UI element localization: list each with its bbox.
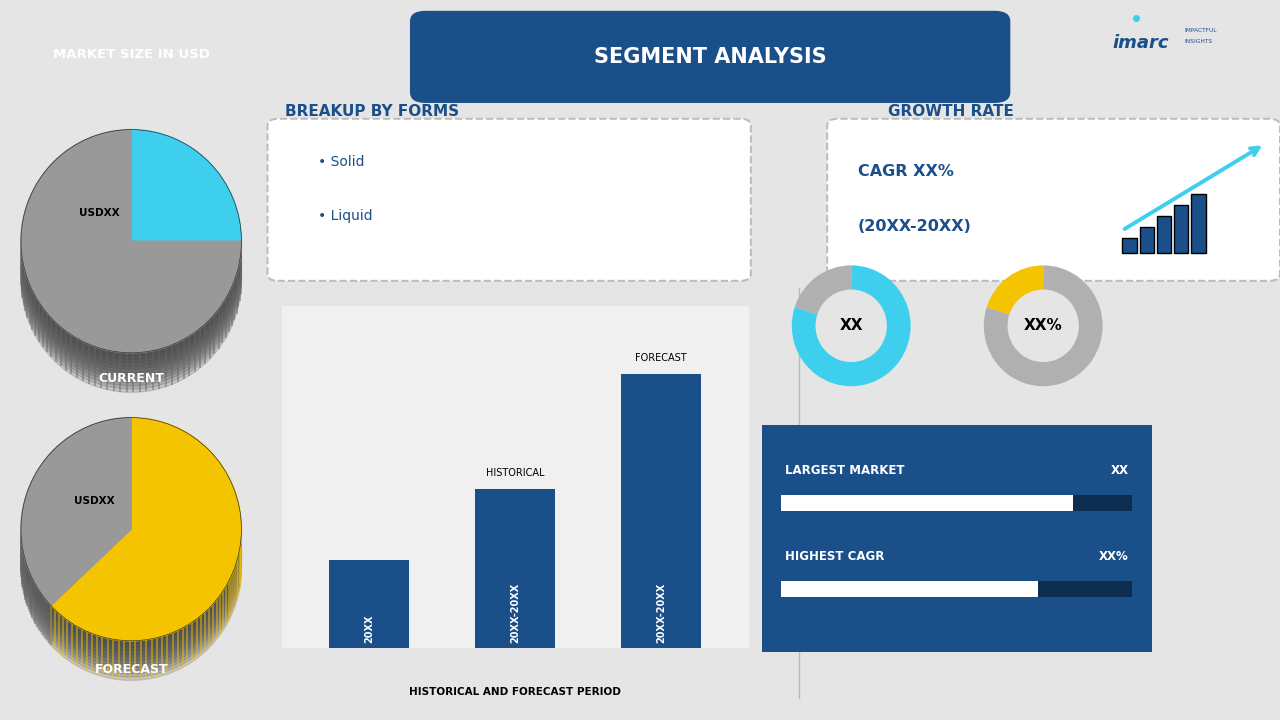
Ellipse shape: [20, 424, 242, 647]
Text: SEGMENT ANALYSIS: SEGMENT ANALYSIS: [594, 47, 827, 67]
Ellipse shape: [20, 140, 242, 363]
Polygon shape: [131, 130, 242, 241]
Text: FORECAST: FORECAST: [635, 354, 687, 364]
Ellipse shape: [20, 159, 242, 382]
Text: CURRENT: CURRENT: [99, 372, 164, 384]
Text: HISTORICAL: HISTORICAL: [486, 469, 544, 478]
Ellipse shape: [20, 169, 242, 392]
Text: USDXX: USDXX: [79, 208, 120, 218]
FancyBboxPatch shape: [268, 119, 751, 281]
Ellipse shape: [20, 431, 242, 654]
Ellipse shape: [20, 451, 242, 674]
Text: LARGEST MARKET: LARGEST MARKET: [785, 464, 905, 477]
Ellipse shape: [20, 133, 242, 356]
Ellipse shape: [20, 444, 242, 667]
Text: INSIGHTS: INSIGHTS: [1184, 40, 1212, 44]
Ellipse shape: [20, 163, 242, 386]
Text: HISTORICAL AND FORECAST PERIOD: HISTORICAL AND FORECAST PERIOD: [410, 687, 621, 697]
Ellipse shape: [20, 454, 242, 677]
Text: XX%: XX%: [1024, 318, 1062, 333]
Ellipse shape: [20, 421, 242, 644]
FancyBboxPatch shape: [750, 418, 1164, 658]
Ellipse shape: [20, 441, 242, 664]
Text: IMPACTFUL: IMPACTFUL: [1184, 29, 1217, 33]
Polygon shape: [20, 418, 131, 606]
FancyBboxPatch shape: [1157, 216, 1171, 253]
Text: • Liquid: • Liquid: [319, 209, 372, 223]
FancyBboxPatch shape: [410, 11, 1010, 103]
Text: HIGHEST CAGR: HIGHEST CAGR: [785, 550, 884, 563]
FancyBboxPatch shape: [1123, 238, 1137, 253]
FancyBboxPatch shape: [781, 495, 1073, 511]
Bar: [621, 374, 701, 648]
Text: XX%: XX%: [1098, 550, 1129, 563]
FancyBboxPatch shape: [1139, 227, 1153, 253]
Text: 20XX-20XX: 20XX-20XX: [657, 582, 666, 642]
Ellipse shape: [20, 136, 242, 359]
Text: GROWTH RATE: GROWTH RATE: [888, 104, 1014, 119]
Bar: [329, 560, 410, 648]
Ellipse shape: [20, 143, 242, 366]
Text: BREAKUP BY FORMS: BREAKUP BY FORMS: [284, 104, 460, 119]
Text: imarc: imarc: [1112, 34, 1169, 53]
Text: USDXX: USDXX: [74, 496, 115, 506]
Text: XX: XX: [1111, 464, 1129, 477]
FancyBboxPatch shape: [781, 581, 1133, 597]
Ellipse shape: [20, 437, 242, 661]
Polygon shape: [20, 130, 242, 353]
Ellipse shape: [20, 146, 242, 369]
FancyBboxPatch shape: [781, 495, 1133, 511]
Ellipse shape: [20, 447, 242, 670]
Ellipse shape: [20, 153, 242, 376]
Ellipse shape: [20, 166, 242, 389]
Text: • Solid: • Solid: [319, 155, 365, 169]
Polygon shape: [51, 418, 242, 641]
FancyBboxPatch shape: [1174, 205, 1188, 253]
Text: XX: XX: [840, 318, 863, 333]
Ellipse shape: [20, 457, 242, 680]
Text: FORECAST: FORECAST: [95, 663, 168, 676]
Wedge shape: [984, 266, 1102, 386]
Text: 20XX-20XX: 20XX-20XX: [511, 582, 520, 642]
Text: (20XX-20XX): (20XX-20XX): [858, 219, 972, 233]
Ellipse shape: [20, 428, 242, 651]
FancyBboxPatch shape: [827, 119, 1280, 281]
Ellipse shape: [20, 149, 242, 372]
Wedge shape: [795, 266, 851, 315]
FancyBboxPatch shape: [1192, 194, 1206, 253]
FancyBboxPatch shape: [276, 302, 754, 652]
Wedge shape: [792, 266, 910, 386]
Text: MARKET SIZE IN USD: MARKET SIZE IN USD: [52, 48, 210, 60]
Bar: [475, 490, 556, 648]
Ellipse shape: [20, 434, 242, 657]
FancyBboxPatch shape: [781, 581, 1038, 597]
Text: CAGR XX%: CAGR XX%: [858, 164, 954, 179]
Wedge shape: [987, 266, 1043, 315]
Ellipse shape: [20, 156, 242, 379]
Text: 20XX: 20XX: [365, 614, 374, 642]
